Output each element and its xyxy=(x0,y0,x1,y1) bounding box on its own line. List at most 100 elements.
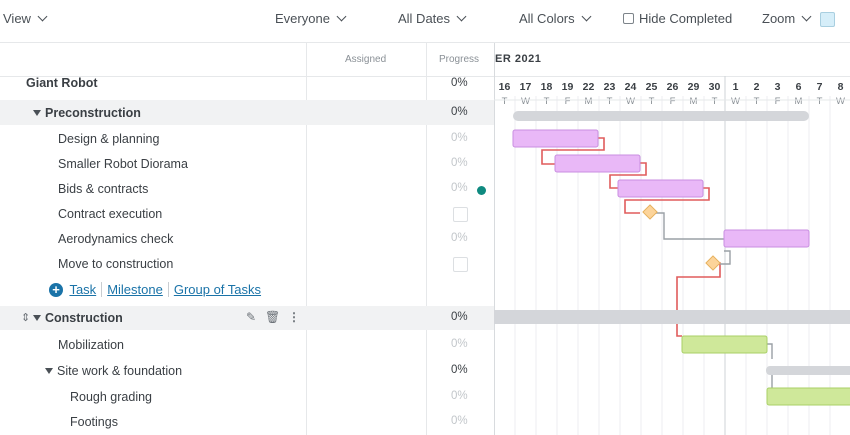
timeline-weekday: M xyxy=(689,96,698,107)
task-bar-design-planning xyxy=(512,129,599,148)
add-group-link[interactable]: Group of Tasks xyxy=(173,282,262,297)
group-bar-preconstruction xyxy=(513,111,809,121)
row-progress: 0% xyxy=(451,232,468,244)
timeline-weekday: T xyxy=(711,96,718,107)
group-bar-construction xyxy=(494,310,850,324)
timeline-weekday: F xyxy=(774,96,781,107)
timeline-weekday: F xyxy=(669,96,676,107)
group-bar-site-work xyxy=(766,366,850,375)
timeline-day-number: 3 xyxy=(774,81,781,93)
timeline-weekday: T xyxy=(501,96,508,107)
timeline-day-number: 8 xyxy=(837,81,844,93)
gantt-chart xyxy=(494,76,850,435)
row-name: Mobilization xyxy=(58,338,125,352)
hide-completed-checkbox[interactable] xyxy=(623,13,634,24)
timeline-weekday: T xyxy=(816,96,823,107)
view-menu[interactable]: View xyxy=(3,11,48,26)
color-swatch[interactable] xyxy=(820,12,835,27)
milestone-checkbox[interactable] xyxy=(453,207,468,222)
everyone-label: Everyone xyxy=(275,11,330,26)
row-progress: 0% xyxy=(451,132,468,144)
timeline-day-number: 6 xyxy=(795,81,802,93)
row-name: Smaller Robot Diorama xyxy=(58,157,188,171)
row-name-wrap: Preconstruction xyxy=(33,106,141,120)
timeline-weekday: M xyxy=(584,96,593,107)
milestone-contract-execution xyxy=(642,204,658,220)
timeline-day-number: 17 xyxy=(519,81,532,93)
zoom-menu[interactable]: Zoom xyxy=(762,11,812,26)
timeline-day-number: 22 xyxy=(582,81,595,93)
edit-icon[interactable]: ✎ xyxy=(246,310,257,324)
row-name: Design & planning xyxy=(58,132,160,146)
group-row-preconstruction[interactable]: Preconstruction 0% xyxy=(0,100,494,125)
row-name: Bids & contracts xyxy=(58,182,149,196)
timeline-day-number: 16 xyxy=(498,81,511,93)
row-progress: 0% xyxy=(451,338,468,350)
milestone-row[interactable]: Move to construction xyxy=(0,251,494,276)
task-row[interactable]: Smaller Robot Diorama 0% xyxy=(0,151,494,176)
timeline-weekday: M xyxy=(794,96,803,107)
add-icon[interactable]: + xyxy=(49,282,63,297)
timeline-weekday: W xyxy=(836,96,845,107)
row-name: Preconstruction xyxy=(45,106,141,120)
timeline-day-number: 24 xyxy=(624,81,637,93)
timeline-day-number: 18 xyxy=(540,81,553,93)
timeline-day-number: 30 xyxy=(708,81,721,93)
add-item-bar: + Task Milestone Group of Tasks xyxy=(49,281,261,299)
progress-header[interactable]: Progress xyxy=(439,54,480,65)
task-row[interactable]: Bids & contracts 0% xyxy=(0,176,494,201)
group-row-site-work[interactable]: Site work & foundation 0% xyxy=(0,358,494,383)
dependency-lines xyxy=(541,137,721,337)
column-divider xyxy=(426,43,427,435)
status-dot xyxy=(477,186,486,195)
group-row-construction[interactable]: ⇕ Construction ✎ 🗑 ⋮ 0% xyxy=(0,306,494,330)
divider xyxy=(167,282,169,298)
assigned-header[interactable]: Assigned xyxy=(345,54,387,65)
row-name: Footings xyxy=(70,415,118,429)
task-row[interactable]: Footings 0% xyxy=(0,409,494,434)
chevron-down-icon xyxy=(456,11,467,22)
everyone-filter[interactable]: Everyone xyxy=(275,11,347,26)
task-row[interactable]: Mobilization 0% xyxy=(0,332,494,357)
milestone-checkbox[interactable] xyxy=(453,257,468,272)
collapse-triangle-icon[interactable] xyxy=(33,110,41,116)
add-milestone-link[interactable]: Milestone xyxy=(107,282,163,297)
zoom-label: Zoom xyxy=(762,11,796,26)
row-name: Rough grading xyxy=(70,390,153,404)
row-progress: 0% xyxy=(451,77,468,89)
toolbar: View Everyone All Dates All Colors Hide … xyxy=(0,0,850,43)
more-icon[interactable]: ⋮ xyxy=(288,310,300,324)
task-bar-smaller-robot-diorama xyxy=(554,154,641,173)
chevron-down-icon xyxy=(37,11,48,22)
timeline-divider xyxy=(494,43,495,435)
drag-handle-icon[interactable]: ⇕ xyxy=(21,312,31,324)
task-bar-rough-grading xyxy=(766,387,850,406)
colors-label: All Colors xyxy=(519,11,575,26)
chevron-down-icon xyxy=(336,11,347,22)
timeline-weekday: T xyxy=(648,96,655,107)
timeline-weekday: T xyxy=(543,96,550,107)
timeline-day-number: 2 xyxy=(753,81,760,93)
task-row[interactable]: Aerodynamics check 0% xyxy=(0,226,494,251)
task-row[interactable]: Design & planning 0% xyxy=(0,126,494,151)
timeline-day-number: 29 xyxy=(687,81,700,93)
collapse-triangle-icon[interactable] xyxy=(33,315,41,321)
milestone-row[interactable]: Contract execution xyxy=(0,201,494,226)
row-progress: 0% xyxy=(451,364,468,376)
task-row[interactable]: Rough grading 0% xyxy=(0,384,494,409)
collapse-triangle-icon[interactable] xyxy=(45,368,53,374)
dates-filter[interactable]: All Dates xyxy=(398,11,467,26)
hide-completed-toggle[interactable]: Hide Completed xyxy=(623,11,732,26)
month-label: ER 2021 xyxy=(495,53,542,65)
group-row-giant-robot[interactable]: Giant Robot 0% xyxy=(0,72,494,97)
add-task-link[interactable]: Task xyxy=(69,282,97,297)
trash-icon[interactable]: 🗑 xyxy=(265,310,281,324)
colors-filter[interactable]: All Colors xyxy=(519,11,592,26)
timeline-weekday: T xyxy=(753,96,760,107)
view-label: View xyxy=(3,11,31,26)
row-progress: 0% xyxy=(451,390,468,402)
row-name: Move to construction xyxy=(58,257,174,271)
column-header: Assigned Progress ER 2021 xyxy=(0,43,850,77)
timeline-day-number: 19 xyxy=(561,81,574,93)
row-name: Aerodynamics check xyxy=(58,232,174,246)
